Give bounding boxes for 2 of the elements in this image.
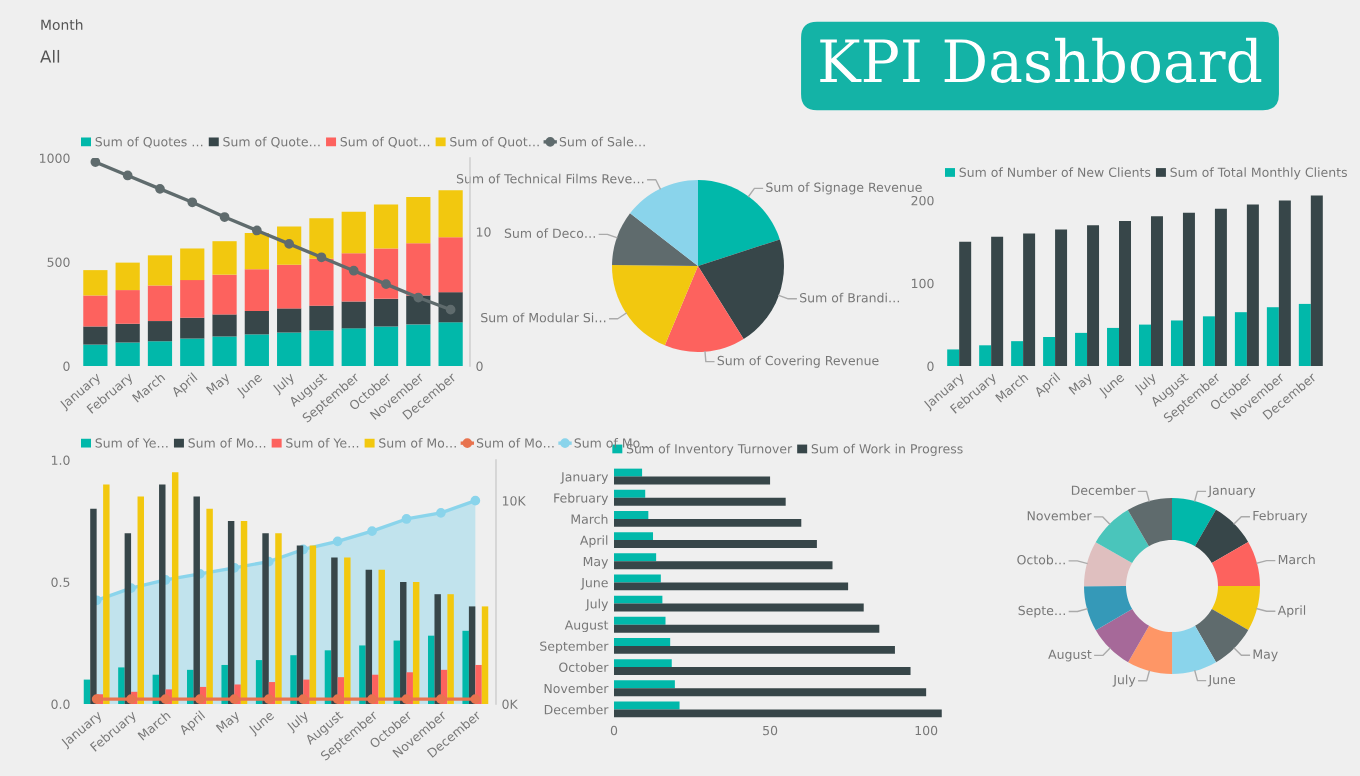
text: KPI Dashboard xyxy=(820,37,1262,83)
text: All xyxy=(40,49,60,63)
